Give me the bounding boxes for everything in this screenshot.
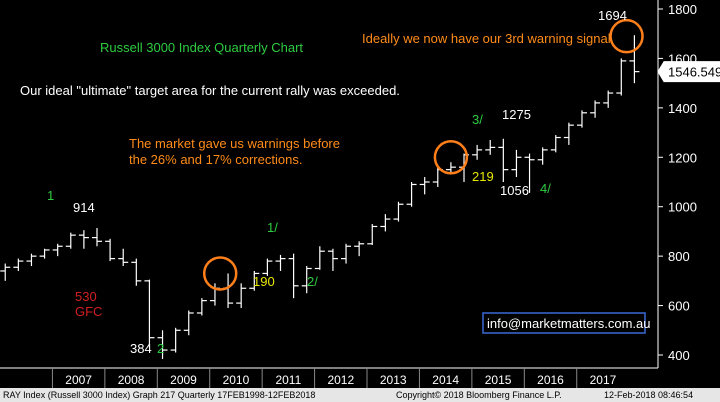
y-tick-label: 1200: [668, 150, 697, 165]
x-tick-label: 2016: [537, 373, 564, 387]
chart-annotation: The market gave us warnings before: [129, 136, 340, 151]
x-tick-label: 2013: [380, 373, 407, 387]
x-tick-label: 2007: [65, 373, 92, 387]
chart-annotation: 914: [73, 200, 95, 215]
chart-annotation: 4/: [540, 181, 551, 196]
chart-annotation: 3/: [472, 112, 483, 127]
chart-annotation: 1/: [267, 220, 278, 235]
chart-annotation: 2: [157, 341, 164, 356]
warning-circle: [609, 18, 644, 54]
footer-copyright: Copyright© 2018 Bloomberg Finance L.P.: [396, 390, 562, 400]
x-tick-label: 2011: [275, 373, 301, 387]
y-tick-label: 600: [668, 299, 690, 314]
y-tick-label: 800: [668, 249, 690, 264]
chart-annotation: the 26% and 17% corrections.: [129, 152, 302, 167]
chart-annotation: Ideally we now have our 3rd warning sign…: [362, 31, 614, 46]
contact-box: [482, 312, 646, 334]
x-tick-label: 2012: [327, 373, 354, 387]
chart-annotation: 384: [130, 341, 152, 356]
chart-annotation: GFC: [75, 304, 102, 319]
x-tick-label: 2009: [170, 373, 197, 387]
last-price-label: 1546.549: [668, 65, 720, 80]
chart-annotation: 219: [472, 169, 494, 184]
y-tick-label: 400: [668, 348, 690, 363]
x-tick-label: 2010: [223, 373, 250, 387]
x-tick-label: 2015: [485, 373, 512, 387]
x-tick-label: 2014: [432, 373, 459, 387]
x-tick-label: 2008: [118, 373, 145, 387]
y-tick-label: 1800: [668, 2, 697, 17]
contact-email: info@marketmatters.com.au: [487, 316, 650, 331]
last-price-box: [657, 61, 720, 83]
y-tick-label: 1000: [668, 200, 697, 215]
chart-annotation: Our ideal "ultimate" target area for the…: [20, 83, 400, 98]
chart-annotation: 1: [47, 188, 54, 203]
chart-annotation: 530: [75, 289, 97, 304]
chart-annotation: 1275: [502, 107, 531, 122]
footer-timestamp: 12-Feb-2018 08:46:54: [604, 390, 694, 400]
warning-circle: [202, 256, 238, 291]
warning-circle: [433, 140, 469, 175]
footer-bar: RAY Index (Russell 3000 Index) Graph 217…: [0, 388, 720, 402]
chart-annotation: 1694: [598, 8, 627, 23]
chart-annotation: 2/: [307, 274, 318, 289]
chart-annotation: Russell 3000 Index Quarterly Chart: [100, 40, 303, 55]
footer-series-info: RAY Index (Russell 3000 Index) Graph 217…: [3, 390, 316, 400]
chart-annotation: 190: [253, 274, 275, 289]
chart-annotation: 1056: [500, 183, 529, 198]
y-tick-label: 1400: [668, 101, 697, 116]
x-tick-label: 2017: [590, 373, 617, 387]
